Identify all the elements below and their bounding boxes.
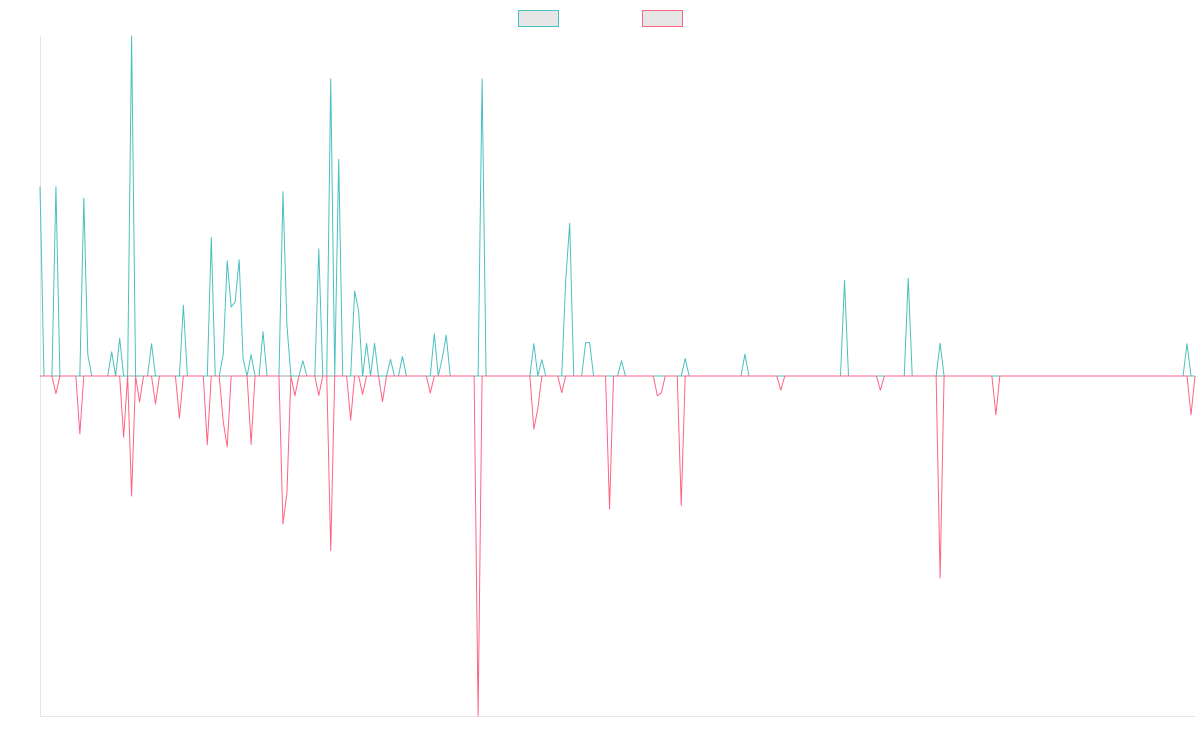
legend-swatch-1 [518, 10, 559, 27]
plot-area [39, 35, 1196, 717]
legend-item-2[interactable] [642, 10, 683, 27]
series-line-1 [39, 35, 1195, 377]
series-line-2 [40, 375, 1196, 717]
legend-item-1[interactable] [518, 10, 559, 27]
legend[interactable] [518, 10, 683, 27]
legend-swatch-2 [642, 10, 683, 27]
